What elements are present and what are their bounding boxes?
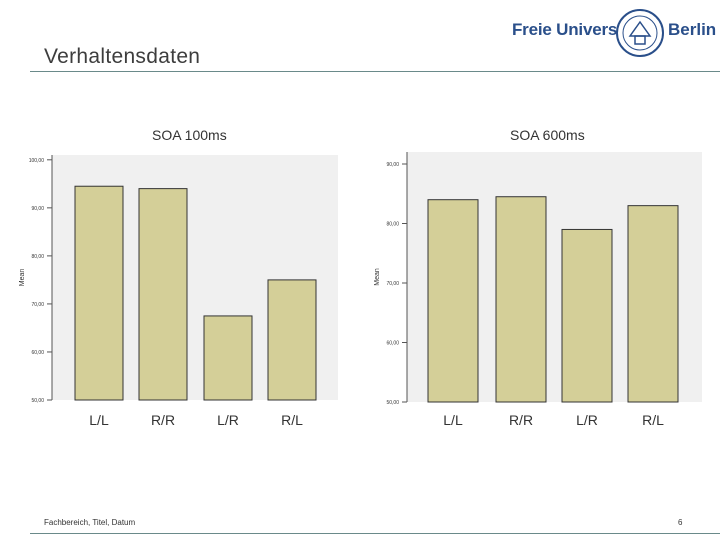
y-tick-label-0-5: 100,00 bbox=[29, 158, 45, 164]
footer-text: Fachbereich, Titel, Datum bbox=[44, 518, 136, 527]
y-tick-label-0-3: 80,00 bbox=[31, 254, 44, 260]
y-tick-label-0-0: 50,00 bbox=[31, 398, 44, 404]
bar-1-R-R bbox=[495, 196, 547, 403]
y-tick-label-1-4: 90,00 bbox=[386, 162, 399, 168]
x-tick-label-0-0: L/L bbox=[89, 412, 109, 428]
university-seal-icon bbox=[616, 9, 664, 57]
y-tick-label-0-4: 90,00 bbox=[31, 206, 44, 212]
x-tick-label-0-1: R/R bbox=[151, 412, 175, 428]
bar-1-L-R bbox=[561, 228, 613, 403]
bar-0-R-L bbox=[267, 279, 317, 401]
y-tick-label-0-1: 60,00 bbox=[31, 350, 44, 356]
x-tick-label-1-0: L/L bbox=[443, 412, 463, 428]
y-axis-title-0: Mean bbox=[19, 269, 26, 287]
bar-0-L-L bbox=[74, 185, 124, 401]
x-tick-label-0-2: L/R bbox=[217, 412, 239, 428]
y-tick-label-1-0: 50,00 bbox=[386, 400, 399, 406]
bar-1-R-L bbox=[627, 205, 679, 403]
logo-name-left: Freie Universität bbox=[512, 20, 642, 39]
bar-0-R-R bbox=[138, 188, 188, 401]
x-tick-label-0-3: R/L bbox=[281, 412, 303, 428]
bar-1-L-L bbox=[427, 199, 479, 403]
x-tick-label-1-1: R/R bbox=[509, 412, 533, 428]
y-tick-label-0-2: 70,00 bbox=[31, 302, 44, 308]
logo-name-right: Berlin bbox=[668, 20, 717, 39]
y-tick-label-1-3: 80,00 bbox=[386, 222, 399, 228]
y-axis-title-1: Mean bbox=[374, 268, 381, 286]
x-tick-label-1-3: R/L bbox=[642, 412, 664, 428]
x-tick-label-1-2: L/R bbox=[576, 412, 598, 428]
bar-0-L-R bbox=[203, 315, 253, 401]
title-rule bbox=[30, 71, 720, 72]
footer-rule bbox=[30, 533, 720, 534]
page-number: 6 bbox=[678, 518, 683, 527]
chart-title-soa600: SOA 600ms bbox=[510, 127, 585, 143]
chart-title-soa100: SOA 100ms bbox=[152, 127, 227, 143]
y-tick-label-1-2: 70,00 bbox=[386, 281, 399, 287]
y-tick-label-1-1: 60,00 bbox=[386, 341, 399, 347]
slide-title: Verhaltensdaten bbox=[44, 45, 201, 68]
